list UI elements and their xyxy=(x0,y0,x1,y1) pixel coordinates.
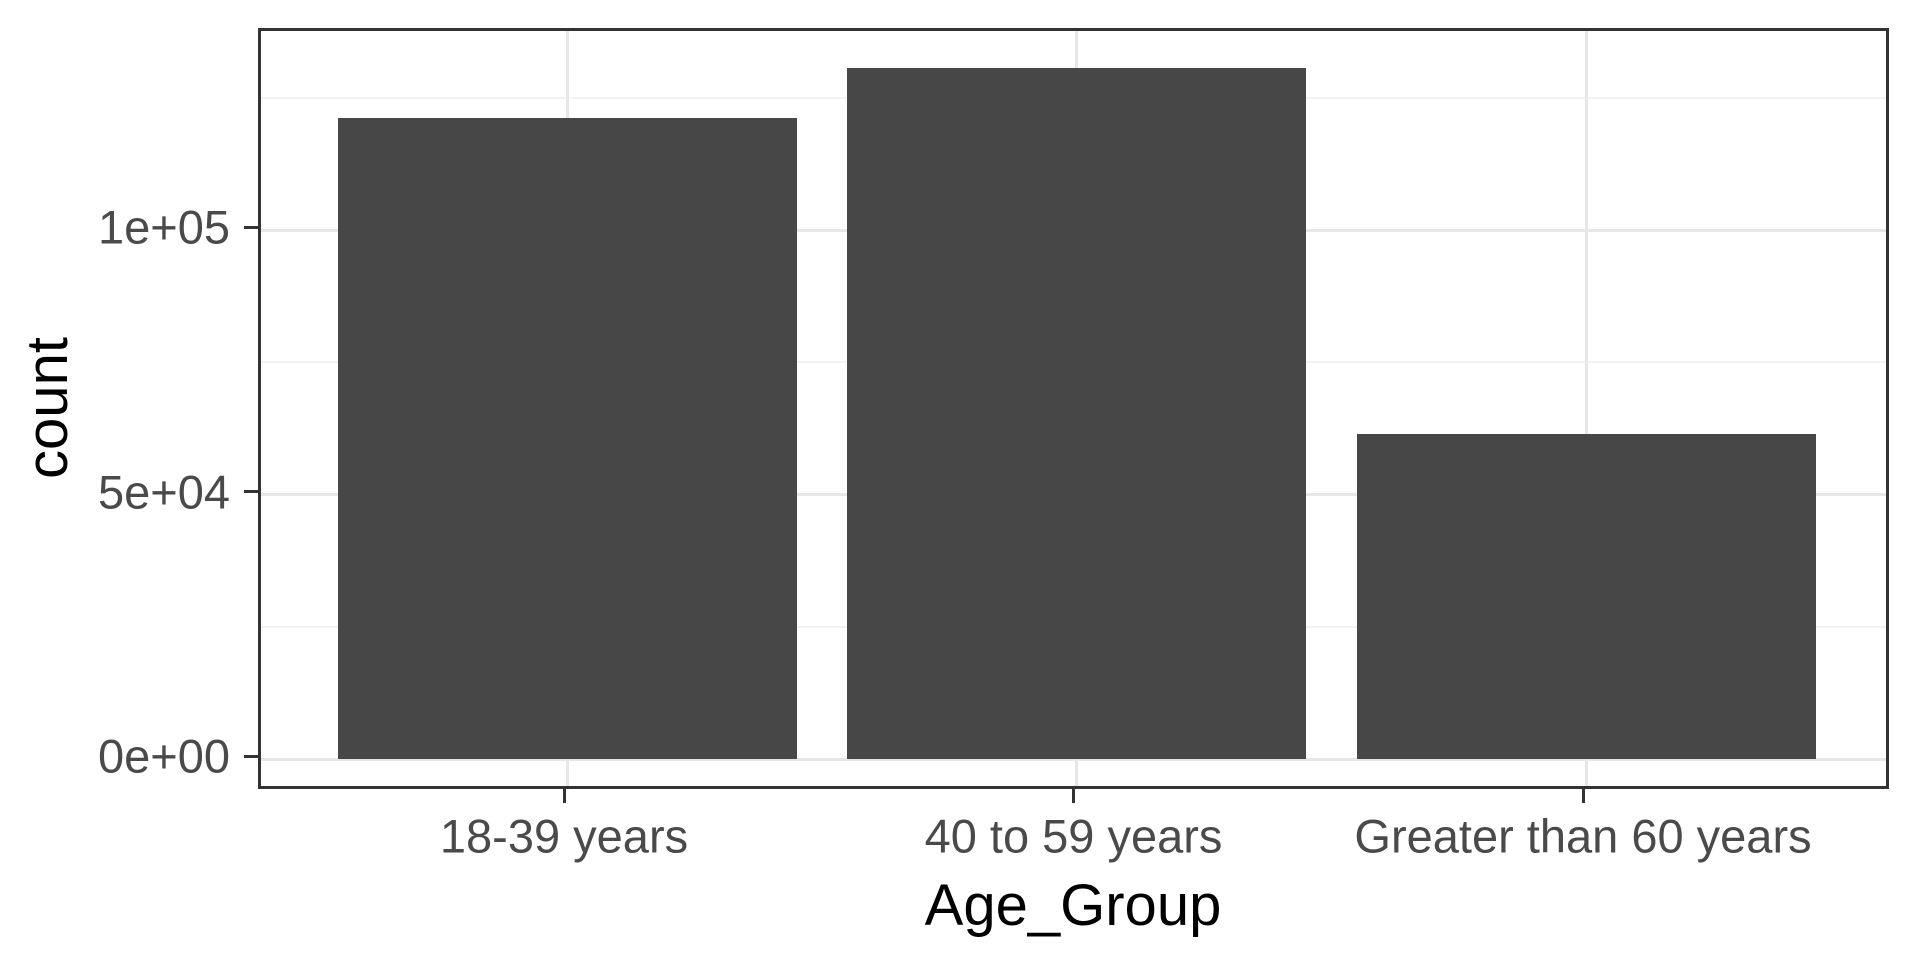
x-axis-title: Age_Group xyxy=(924,873,1222,938)
y-tick-label: 0e+00 xyxy=(97,729,230,783)
x-tick-mark xyxy=(1581,789,1585,803)
x-tick-label: Greater than 60 years xyxy=(1354,809,1812,863)
y-axis-title: count xyxy=(15,337,80,479)
grid-major-line xyxy=(261,757,1886,761)
y-tick-mark xyxy=(244,490,258,493)
grid-vertical-line xyxy=(1584,31,1588,786)
y-tick-mark xyxy=(244,225,258,229)
bar xyxy=(1356,434,1816,759)
y-tick-label: 1e+05 xyxy=(97,200,230,254)
x-tick-mark xyxy=(1072,789,1075,803)
x-tick-label: 40 to 59 years xyxy=(924,809,1223,863)
y-tick-label: 5e+04 xyxy=(97,465,230,518)
x-tick-mark xyxy=(562,789,566,803)
x-tick-label: 18-39 years xyxy=(439,809,689,863)
bar xyxy=(847,68,1306,759)
plot-panel xyxy=(258,28,1889,789)
bar xyxy=(337,117,797,759)
y-tick-mark xyxy=(244,754,258,758)
